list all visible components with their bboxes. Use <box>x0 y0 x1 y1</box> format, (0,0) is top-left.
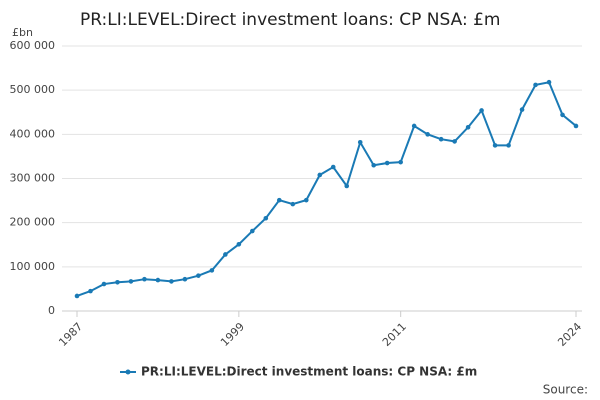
point <box>411 123 417 129</box>
point <box>236 242 242 247</box>
source: Source: <box>543 383 588 397</box>
point <box>263 215 269 221</box>
point <box>357 139 363 145</box>
point <box>371 162 377 168</box>
legend-marker <box>125 369 131 375</box>
point <box>546 79 552 85</box>
point <box>276 197 282 203</box>
point <box>492 143 498 148</box>
chart-title: PR:LI:LEVEL:Direct investment loans: CP … <box>80 10 500 30</box>
point <box>425 132 430 137</box>
point <box>398 159 403 165</box>
point <box>438 136 444 142</box>
point <box>128 279 134 284</box>
series-line <box>76 81 577 297</box>
point <box>223 252 228 257</box>
point <box>115 279 120 285</box>
point <box>452 139 457 144</box>
point <box>519 107 525 112</box>
y-tick-label: 300 000 <box>10 172 56 185</box>
legend-label: PR:LI:LEVEL:Direct investment loans: CP … <box>141 365 477 379</box>
point <box>479 108 484 113</box>
point <box>384 160 390 166</box>
y-tick-label: 100 000 <box>10 260 56 273</box>
point <box>88 288 93 294</box>
y-tick-label: 600 000 <box>10 39 56 52</box>
point <box>196 273 201 278</box>
point <box>209 268 215 273</box>
point <box>344 183 350 189</box>
point <box>465 124 471 130</box>
x-tick-label: 1999 <box>218 320 247 349</box>
y-tick-label: 500 000 <box>10 83 56 96</box>
y-tick-label: 400 000 <box>10 127 56 140</box>
y-unit: £bn <box>12 26 33 39</box>
point <box>317 172 323 178</box>
point <box>182 276 188 282</box>
x-tick-label: 2011 <box>380 320 409 349</box>
point <box>250 228 255 234</box>
point <box>303 197 309 203</box>
point <box>74 293 80 299</box>
point <box>533 82 538 88</box>
point <box>169 279 174 284</box>
point <box>506 143 511 148</box>
point <box>155 277 161 283</box>
point <box>330 164 336 170</box>
point <box>560 112 565 118</box>
point <box>142 276 147 282</box>
point <box>101 281 107 287</box>
x-tick-label: 1987 <box>56 320 85 349</box>
y-tick-label: 0 <box>48 304 55 317</box>
y-tick-label: 200 000 <box>10 216 56 229</box>
x-tick-label: 2024 <box>555 320 584 349</box>
point <box>290 201 296 207</box>
point <box>573 123 579 129</box>
